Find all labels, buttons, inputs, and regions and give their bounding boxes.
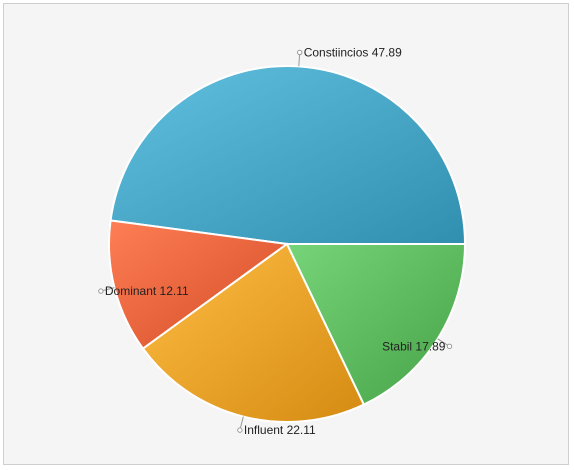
pie-slice-dominant[interactable] xyxy=(108,219,290,351)
data-label-dominant: Dominant 12.11 xyxy=(105,284,189,298)
leader-dot-constiincios xyxy=(297,49,303,56)
leader-dot-dominant xyxy=(98,288,104,294)
leader-dot-influent xyxy=(237,427,243,433)
data-label-influent: Influent 22.11 xyxy=(244,423,316,437)
pie-slice-constiincios[interactable] xyxy=(109,65,467,245)
data-labels: Constiincios 47.89 Dominant 12.11 Influent… xyxy=(105,45,446,437)
leader-lines xyxy=(98,49,453,433)
pie-chart: Constiincios 47.89 Dominant 12.11 Influent… xyxy=(98,45,467,437)
leader-dot-stabil xyxy=(446,343,453,350)
chart-frame: Constiincios 47.89 Dominant 12.11 Influent… xyxy=(3,3,569,465)
data-label-stabil: Stabil 17.89 xyxy=(382,339,446,353)
pie-slices xyxy=(108,65,467,423)
pie-slice-influent[interactable] xyxy=(141,242,366,423)
data-label-constiincios: Constiincios 47.89 xyxy=(304,45,402,59)
